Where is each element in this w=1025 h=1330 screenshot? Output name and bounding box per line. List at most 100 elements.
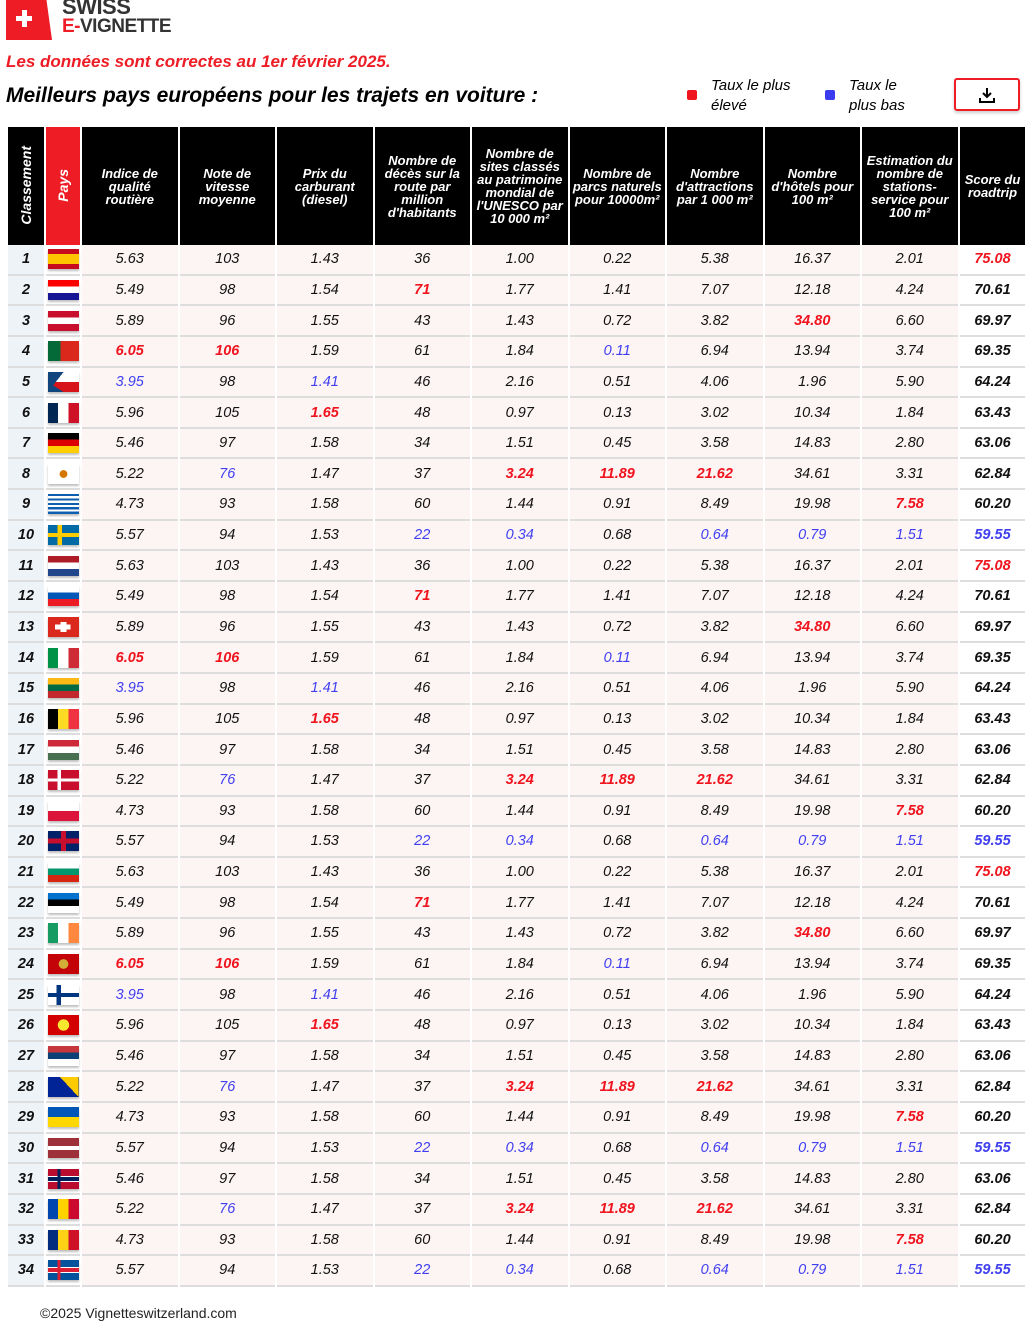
value-cell: 0.11 — [569, 643, 665, 674]
value-cell: 0.68 — [569, 520, 665, 552]
download-button[interactable] — [954, 78, 1020, 111]
country-cell — [46, 459, 80, 491]
country-cell — [46, 765, 80, 797]
rank-cell: 28 — [8, 1072, 44, 1103]
value-cell: 7.07 — [667, 275, 763, 307]
score-cell: 62.84 — [959, 459, 1025, 491]
value-cell: 1.44 — [472, 1102, 568, 1134]
value-cell: 61 — [374, 336, 470, 368]
value-cell: 3.58 — [667, 735, 763, 766]
value-cell: 103 — [179, 551, 275, 583]
country-cell — [46, 857, 80, 889]
value-cell: 6.94 — [667, 949, 763, 981]
score-cell: 59.55 — [959, 1133, 1025, 1165]
table-row: 15 3.95 98 1.41 46 2.16 0.51 4.06 1.96 5.90 64.24 — [8, 673, 1025, 705]
value-cell: 1.41 — [277, 367, 373, 399]
value-cell: 5.96 — [82, 704, 178, 736]
value-cell: 1.58 — [277, 1102, 373, 1134]
table-row: 33 4.73 93 1.58 60 1.44 0.91 8.49 19.98 7.58 60.20 — [8, 1225, 1025, 1257]
value-cell: 1.58 — [277, 735, 373, 766]
score-cell: 70.61 — [959, 582, 1025, 613]
table-row: 29 4.73 93 1.58 60 1.44 0.91 8.49 19.98 7.58 60.20 — [8, 1102, 1025, 1134]
value-cell: 76 — [179, 1072, 275, 1103]
value-cell: 3.31 — [862, 765, 958, 797]
value-cell: 1.53 — [277, 1133, 373, 1165]
value-cell: 0.34 — [472, 1133, 568, 1165]
rank-cell: 11 — [8, 551, 44, 583]
score-cell: 63.06 — [959, 428, 1025, 460]
rank-cell: 23 — [8, 919, 44, 950]
column-header: Nombre de décès sur la route par million… — [374, 127, 470, 245]
value-cell: 2.16 — [472, 673, 568, 705]
value-cell: 19.98 — [764, 1102, 860, 1134]
table-row: 9 4.73 93 1.58 60 1.44 0.91 8.49 19.98 7.58 60.20 — [8, 490, 1025, 521]
value-cell: 76 — [179, 459, 275, 491]
value-cell: 12.18 — [764, 582, 860, 613]
country-cell — [46, 1011, 80, 1042]
iceland-flag-icon — [47, 1260, 79, 1281]
value-cell: 0.45 — [569, 735, 665, 766]
value-cell: 36 — [374, 245, 470, 276]
value-cell: 98 — [179, 582, 275, 613]
value-cell: 3.02 — [667, 1011, 763, 1042]
value-cell: 3.31 — [862, 1194, 958, 1226]
value-cell: 71 — [374, 275, 470, 307]
value-cell: 19.98 — [764, 490, 860, 521]
value-cell: 0.51 — [569, 980, 665, 1012]
value-cell: 4.06 — [667, 980, 763, 1012]
value-cell: 22 — [374, 520, 470, 552]
value-cell: 0.79 — [764, 520, 860, 552]
value-cell: 0.72 — [569, 919, 665, 950]
value-cell: 13.94 — [764, 949, 860, 981]
value-cell: 3.24 — [472, 459, 568, 491]
value-cell: 21.62 — [667, 765, 763, 797]
value-cell: 48 — [374, 704, 470, 736]
value-cell: 3.58 — [667, 428, 763, 460]
value-cell: 6.94 — [667, 643, 763, 674]
value-cell: 1.58 — [277, 796, 373, 828]
value-cell: 0.34 — [472, 520, 568, 552]
czech-flag-icon — [47, 371, 79, 392]
logo-line2-prefix: E- — [62, 16, 81, 37]
rank-cell: 31 — [8, 1164, 44, 1195]
value-cell: 14.83 — [764, 1041, 860, 1073]
value-cell: 4.73 — [82, 490, 178, 521]
value-cell: 97 — [179, 1164, 275, 1195]
value-cell: 5.63 — [82, 551, 178, 583]
value-cell: 0.72 — [569, 612, 665, 644]
country-cell — [46, 643, 80, 674]
table-row: 1 5.63 103 1.43 36 1.00 0.22 5.38 16.37 2.01 75.08 — [8, 245, 1025, 276]
value-cell: 3.58 — [667, 1041, 763, 1073]
value-cell: 3.82 — [667, 919, 763, 950]
country-cell — [46, 245, 80, 276]
value-cell: 1.00 — [472, 551, 568, 583]
value-cell: 93 — [179, 1102, 275, 1134]
country-cell — [46, 582, 80, 613]
bulgaria-flag-icon — [47, 862, 79, 883]
value-cell: 1.51 — [862, 827, 958, 858]
table-row: 12 5.49 98 1.54 71 1.77 1.41 7.07 12.18 4.24 70.61 — [8, 582, 1025, 613]
value-cell: 11.89 — [569, 1072, 665, 1103]
value-cell: 5.96 — [82, 398, 178, 429]
value-cell: 0.79 — [764, 1256, 860, 1287]
score-cell: 62.84 — [959, 765, 1025, 797]
value-cell: 1.44 — [472, 796, 568, 828]
value-cell: 1.51 — [472, 1041, 568, 1073]
value-cell: 0.11 — [569, 949, 665, 981]
value-cell: 0.68 — [569, 1256, 665, 1287]
value-cell: 0.68 — [569, 827, 665, 858]
value-cell: 37 — [374, 1072, 470, 1103]
score-cell: 60.20 — [959, 1102, 1025, 1134]
country-cell — [46, 1102, 80, 1134]
column-header: Score du roadtrip — [959, 127, 1025, 245]
country-cell — [46, 704, 80, 736]
value-cell: 5.46 — [82, 735, 178, 766]
score-cell: 63.06 — [959, 735, 1025, 766]
value-cell: 103 — [179, 245, 275, 276]
value-cell: 46 — [374, 367, 470, 399]
value-cell: 1.59 — [277, 949, 373, 981]
value-cell: 2.80 — [862, 428, 958, 460]
swiss-cross-icon — [6, 0, 52, 40]
value-cell: 0.22 — [569, 245, 665, 276]
rank-cell: 3 — [8, 306, 44, 337]
